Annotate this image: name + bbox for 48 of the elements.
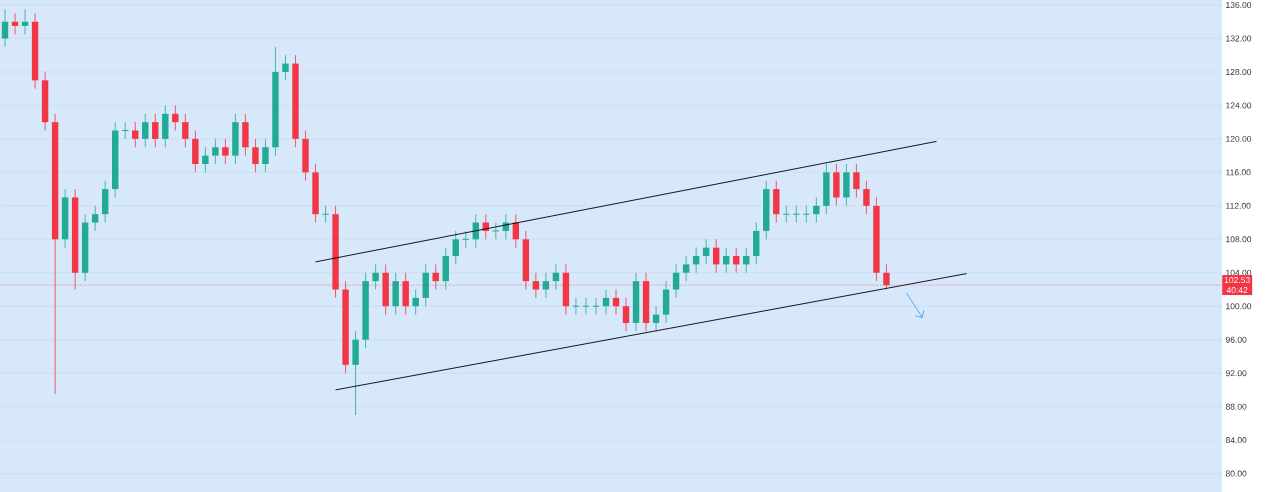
- candlestick: [682, 255, 690, 282]
- candlestick: [222, 138, 229, 165]
- candlestick: [412, 289, 419, 315]
- y-tick-label: 88.00: [1225, 403, 1247, 410]
- candlestick: [262, 138, 269, 173]
- y-tick-label: 104.00: [1226, 269, 1252, 276]
- candlestick: [813, 197, 820, 223]
- y-tick-label: 108.00: [1226, 236, 1252, 243]
- y-tick-label: 124.00: [1226, 102, 1252, 109]
- candlestick: [121, 121, 129, 140]
- candlestick: [452, 230, 459, 265]
- candlestick: [372, 264, 379, 290]
- candlestick: [1, 8, 9, 48]
- candlestick: [212, 138, 219, 165]
- candlestick: [252, 138, 259, 173]
- y-tick-label: 96.00: [1225, 336, 1247, 343]
- candlestick: [202, 146, 209, 173]
- y-tick-label: 116.00: [1226, 169, 1251, 176]
- candlestick: [622, 297, 630, 332]
- candlestick: [802, 205, 811, 223]
- candlestick: [152, 113, 159, 148]
- candlestick: [582, 297, 590, 315]
- candlestick: [792, 205, 801, 223]
- candlestick: [853, 163, 860, 198]
- y-tick-label: 80.00: [1225, 470, 1247, 477]
- candlestick: [572, 297, 580, 315]
- candlestick: [592, 297, 600, 315]
- candlestick: [91, 205, 99, 232]
- y-tick-label: 84.00: [1225, 437, 1247, 444]
- candlestick: [172, 105, 179, 131]
- y-tick-label: 120.00: [1226, 135, 1252, 142]
- y-tick-label: 112.00: [1226, 202, 1251, 209]
- y-tick-label: 136.00: [1226, 2, 1252, 9]
- candlestick: [182, 113, 189, 148]
- candlestick: [782, 205, 790, 223]
- candlestick: [712, 238, 720, 274]
- candlestick: [462, 230, 470, 249]
- candlestick: [142, 113, 149, 148]
- ref-line-label: 102.53: [1224, 277, 1250, 284]
- candlestick: [282, 54, 289, 81]
- y-tick-label: 92.00: [1225, 370, 1247, 377]
- y-tick-label: 128.00: [1226, 68, 1252, 75]
- y-tick-label: 132.00: [1226, 35, 1252, 42]
- candlestick: [321, 205, 330, 223]
- candlestick: [863, 180, 870, 215]
- text: 40:42: [1226, 287, 1248, 294]
- candlestick: [492, 222, 500, 240]
- y-tick-label: 100.00: [1226, 303, 1252, 310]
